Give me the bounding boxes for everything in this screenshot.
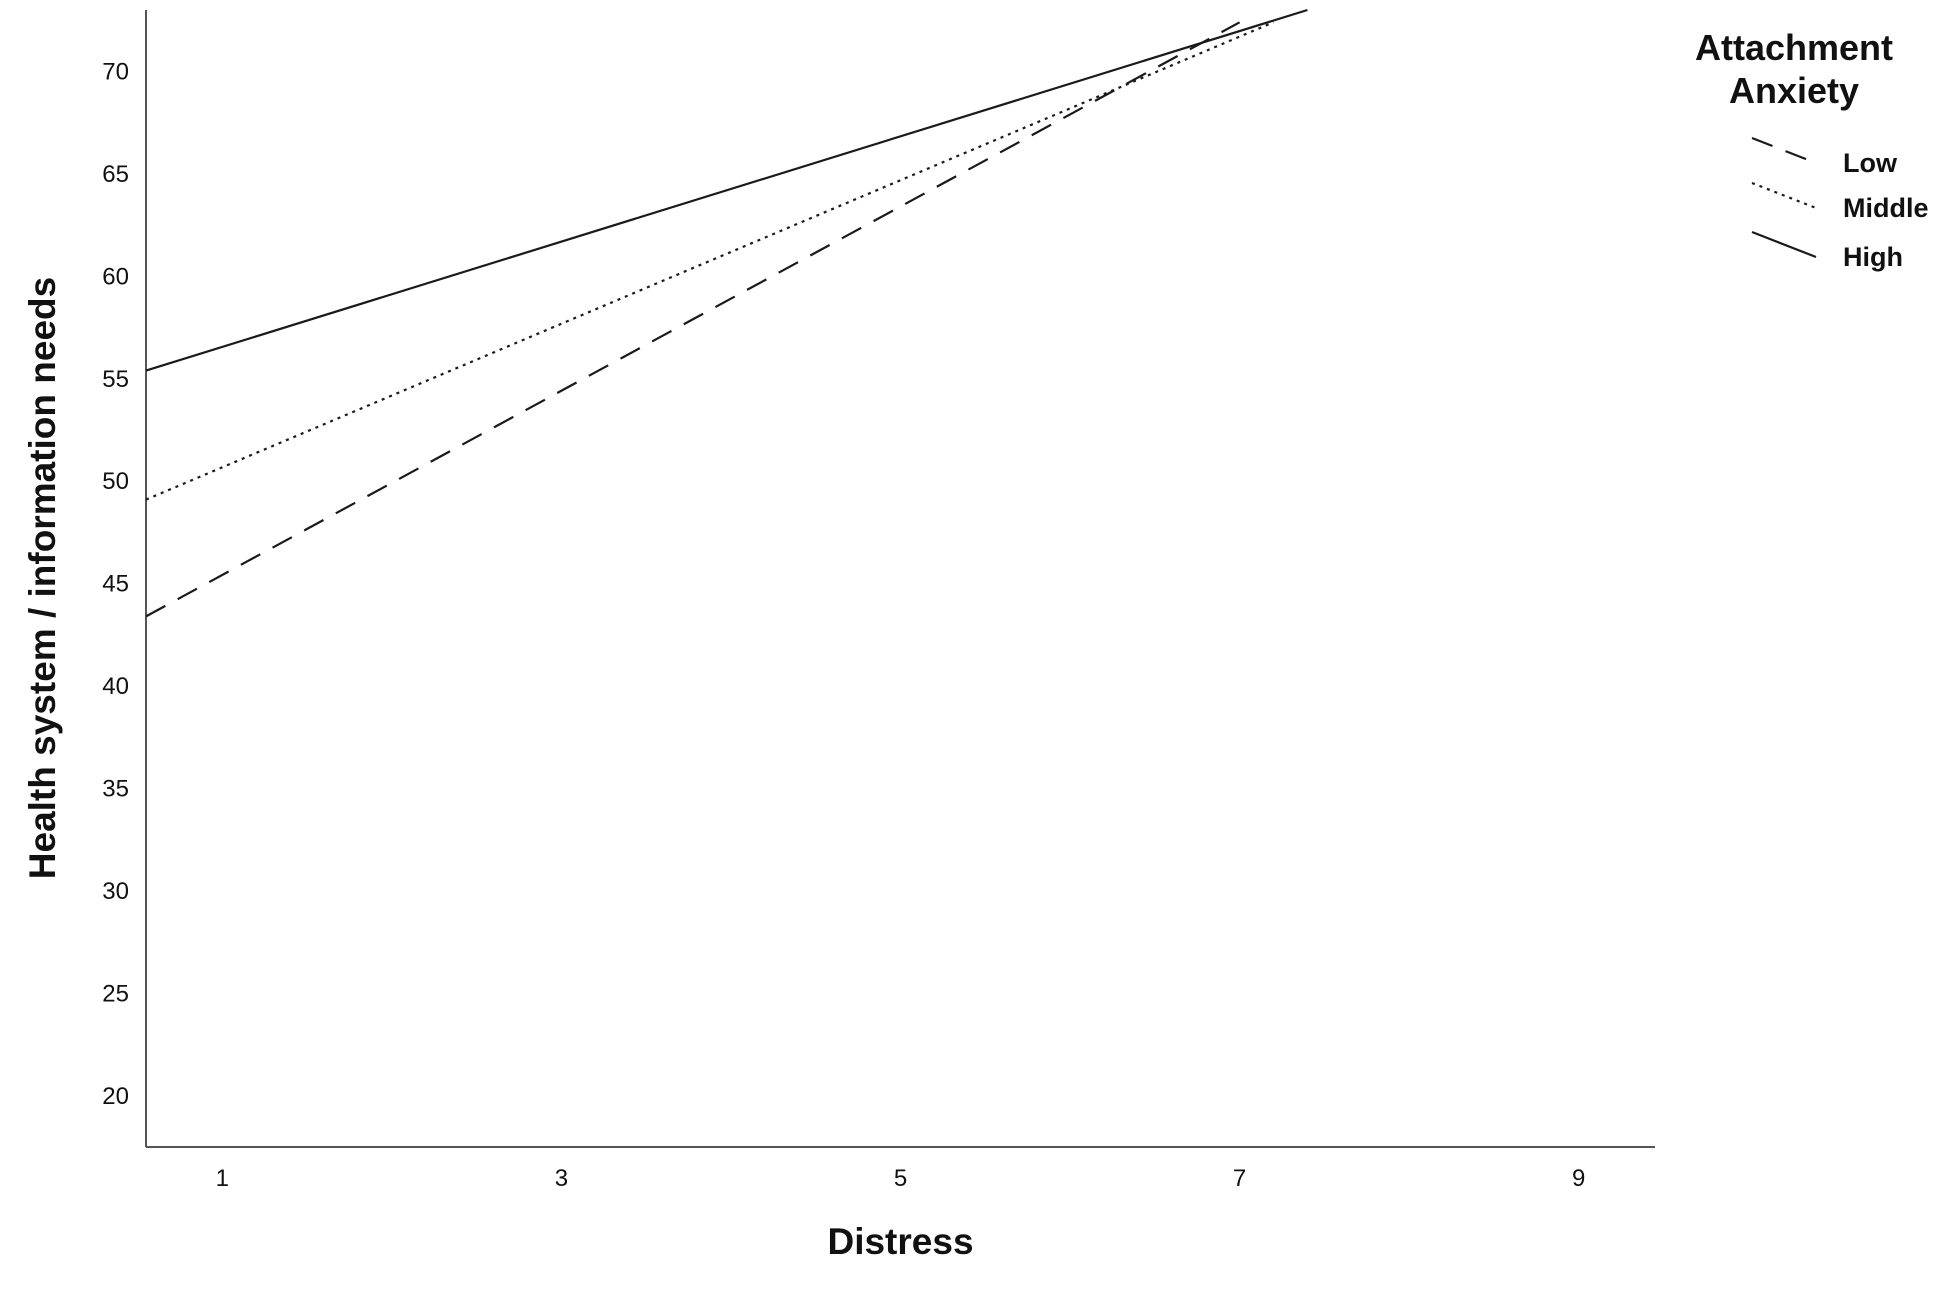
series-line-middle [145, 21, 1274, 501]
x-tick-label: 9 [1572, 1165, 1585, 1192]
series-lines [145, 8, 1308, 618]
x-tick-label: 3 [555, 1165, 568, 1192]
axes [145, 10, 1655, 1148]
legend-title-line-1: Attachment [1695, 27, 1893, 68]
y-tick-label: 45 [102, 571, 129, 598]
legend-label-middle: Middle [1843, 193, 1929, 223]
legend-swatch-middle [1751, 181, 1817, 210]
x-tick-label: 1 [216, 1165, 229, 1192]
y-tick-label: 25 [102, 980, 129, 1007]
y-tick-label: 70 [102, 58, 129, 85]
legend-items: Low Middle High [1751, 136, 1929, 272]
x-tick-label: 5 [894, 1165, 907, 1192]
x-tick-label: 7 [1233, 1165, 1246, 1192]
x-tick-labels: 1 3 5 7 9 [216, 1165, 1586, 1192]
x-axis-title: Distress [827, 1221, 973, 1262]
series-line-high [145, 8, 1308, 372]
legend-label-high: High [1843, 242, 1903, 272]
y-tick-label: 60 [102, 263, 129, 290]
legend: Attachment Anxiety Low Middle High [1695, 27, 1929, 272]
legend-label-low: Low [1843, 148, 1898, 178]
y-axis-title: Health system / information needs [22, 277, 63, 879]
y-tick-label: 50 [102, 468, 129, 495]
y-tick-label: 20 [102, 1083, 129, 1110]
y-tick-label: 55 [102, 366, 129, 393]
legend-title-line-2: Anxiety [1729, 70, 1859, 111]
series-line-low [145, 21, 1241, 618]
y-tick-labels: 20 25 30 35 40 45 50 55 60 65 70 [102, 58, 129, 1109]
y-tick-label: 30 [102, 878, 129, 905]
y-tick-label: 65 [102, 161, 129, 188]
legend-swatch-high [1751, 230, 1817, 259]
y-tick-label: 35 [102, 775, 129, 802]
y-tick-label: 40 [102, 673, 129, 700]
legend-swatch-low [1751, 136, 1817, 165]
